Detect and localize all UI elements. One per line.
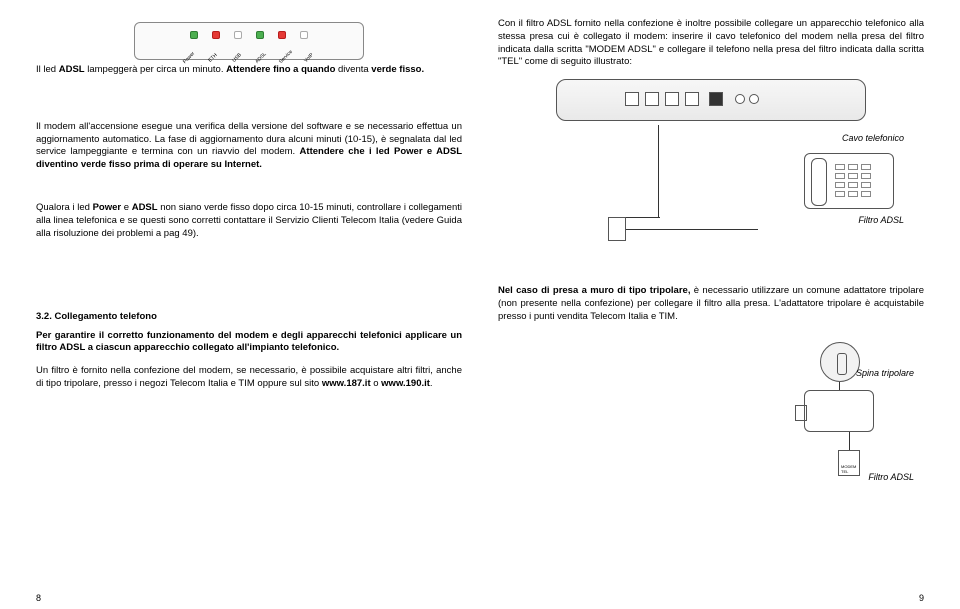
filtro-adsl-2-label: Filtro ADSL bbox=[868, 472, 914, 482]
page-left: PowerETHUSBADSLServiceVoIP Il led ADSL l… bbox=[0, 0, 480, 609]
filtro-adsl-label: Filtro ADSL bbox=[858, 215, 904, 225]
adsl-filter-2-icon bbox=[838, 450, 860, 476]
led-adsl bbox=[256, 31, 264, 39]
led-usb bbox=[234, 31, 242, 39]
led-voip bbox=[300, 31, 308, 39]
para-filter-phone: Con il filtro ADSL fornito nella confezi… bbox=[498, 18, 924, 69]
cavo-telefonico-label: Cavo telefonico bbox=[842, 133, 904, 143]
section-3-2-title: 3.2. Collegamento telefono bbox=[36, 311, 462, 322]
modem-back-diagram bbox=[556, 79, 866, 121]
led-label-voip: VoIP bbox=[302, 51, 316, 65]
para-buy-filter: Un filtro è fornito nella confezione del… bbox=[36, 365, 462, 391]
connection-diagram-2: Spina tripolare Filtro ADSL bbox=[498, 334, 924, 484]
page-number-left: 8 bbox=[36, 593, 41, 603]
led-power bbox=[190, 31, 198, 39]
para-tripolare: Nel caso di presa a muro di tipo tripola… bbox=[498, 285, 924, 323]
led-label-adsl: ADSL bbox=[254, 51, 268, 65]
wall-socket-icon bbox=[820, 342, 860, 382]
led-eth bbox=[212, 31, 220, 39]
para-troubleshoot: Qualora i led Power e ADSL non siano ver… bbox=[36, 202, 462, 240]
adsl-filter-icon bbox=[608, 217, 626, 241]
modem-led-diagram: PowerETHUSBADSLServiceVoIP bbox=[134, 22, 364, 60]
page-right: Con il filtro ADSL fornito nella confezi… bbox=[480, 0, 960, 609]
led-service bbox=[278, 31, 286, 39]
spina-tripolare-label: Spina tripolare bbox=[856, 368, 914, 378]
page-number-right: 9 bbox=[919, 593, 924, 603]
led-label-power: Power bbox=[182, 51, 196, 65]
connection-diagram-1: Cavo telefonico Filtro ADSL bbox=[498, 125, 924, 285]
led-label-eth: ETH bbox=[206, 51, 220, 65]
led-label-usb: USB bbox=[230, 51, 244, 65]
para-led-wait: Il led ADSL lampeggerà per circa un minu… bbox=[36, 64, 462, 77]
para-filter-required: Per garantire il corretto funzionamento … bbox=[36, 330, 462, 356]
para-update: Il modem all'accensione esegue una verif… bbox=[36, 121, 462, 172]
telephone-icon bbox=[804, 153, 894, 209]
led-label-service: Service bbox=[278, 51, 292, 65]
tripolar-adapter-icon bbox=[804, 390, 874, 432]
